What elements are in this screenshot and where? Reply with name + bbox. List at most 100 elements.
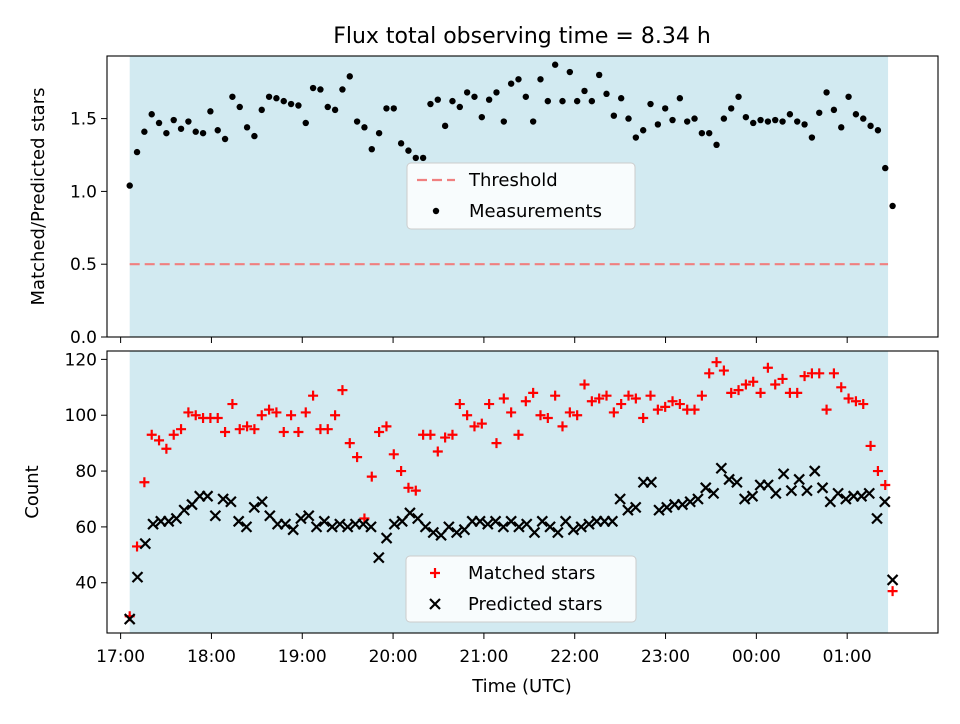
predicted-star-point	[357, 518, 370, 530]
matched-star-point	[293, 426, 304, 437]
matched-star-point	[652, 404, 663, 415]
matched-star-point	[711, 357, 722, 368]
measurement-point	[794, 118, 801, 125]
x-tick-label: 20:00	[369, 647, 418, 667]
x-tick-label: 23:00	[641, 647, 690, 667]
matched-star-point	[572, 410, 583, 421]
measurement-point	[405, 147, 412, 154]
measurement-point	[720, 115, 728, 122]
measurement-point	[346, 73, 353, 80]
measurement-point	[750, 119, 757, 127]
predicted-star-point	[528, 526, 541, 539]
measurement-point	[192, 128, 199, 135]
top-panel: 0.0 0.5 1.0 1.5 Matched/Predicted stars Thres…	[28, 55, 939, 348]
predicted-star-point	[777, 468, 790, 480]
predicted-star-point	[684, 495, 696, 508]
matched-star-point	[183, 407, 194, 418]
predicted-star-point	[217, 493, 229, 505]
legend-measurement-swatch	[432, 207, 440, 215]
measurement-point	[551, 61, 559, 68]
matched-star-point	[234, 424, 245, 435]
predicted-star-point	[879, 495, 891, 508]
x-tick-label: 19:00	[278, 647, 327, 667]
measurement-point	[419, 154, 427, 162]
measurement-point	[882, 164, 889, 172]
predicted-star-point	[482, 518, 494, 530]
y-tick-label: 60	[75, 518, 97, 538]
predicted-star-point	[770, 487, 782, 500]
matched-star-point	[212, 413, 223, 424]
measurement-point	[500, 118, 508, 125]
matched-star-point	[718, 365, 729, 376]
matched-star-point	[579, 379, 590, 390]
measurement-point	[214, 127, 221, 134]
predicted-star-point	[474, 515, 486, 528]
bottom-panel: 40 60 80 100 120 17:00 18:00 19:00 20:00 21:00 22:…	[22, 350, 939, 667]
legend: Threshold Measurements	[406, 162, 636, 230]
matched-star-point	[403, 482, 414, 493]
measurement-point	[786, 111, 794, 118]
predicted-star-point	[123, 613, 136, 625]
measurement-point	[544, 97, 552, 105]
measurement-point	[397, 140, 405, 147]
predicted-star-point	[785, 484, 798, 497]
matched-star-point	[513, 429, 524, 440]
measurement-point	[764, 118, 772, 125]
predicted-star-point	[497, 521, 510, 533]
predicted-star-point	[622, 504, 634, 516]
matched-star-point	[308, 390, 319, 401]
matched-star-point	[337, 385, 348, 396]
predicted-star-point	[871, 512, 883, 525]
y-tick-label: 100	[65, 406, 97, 426]
y-tick-label: 0.5	[70, 255, 97, 275]
predicted-star-point	[746, 490, 759, 502]
predicted-star-point	[699, 482, 712, 494]
matched-star-point	[271, 407, 282, 418]
measurement-point	[207, 108, 214, 115]
predicted-star-point	[380, 532, 393, 544]
legend-label: Predicted stars	[468, 594, 602, 615]
measurement-point	[845, 93, 852, 100]
measurement-point	[199, 129, 207, 137]
x-tick-label: 18:00	[187, 647, 236, 667]
measurement-point	[625, 115, 632, 122]
predicted-star-point	[334, 518, 346, 530]
predicted-star-point	[583, 518, 595, 530]
matched-star-point	[396, 466, 407, 477]
matched-star-point	[872, 466, 883, 477]
matched-star-point	[660, 401, 671, 412]
measurement-point	[170, 116, 177, 124]
measurement-point	[317, 86, 324, 93]
predicted-star-point	[295, 512, 307, 525]
measurement-point	[639, 127, 647, 134]
matched-star-point	[220, 426, 231, 437]
predicted-star-point	[443, 521, 455, 533]
predicted-star-point	[279, 518, 292, 530]
measurement-point	[353, 118, 361, 125]
measurement-point	[148, 111, 155, 118]
measurement-point	[309, 84, 317, 92]
measurement-point	[522, 93, 530, 100]
measurement-point	[141, 128, 148, 135]
matched-star-point	[799, 371, 810, 382]
matched-star-point	[476, 418, 487, 429]
measurement-point	[331, 106, 339, 114]
predicted-star-point	[661, 501, 673, 514]
predicted-star-point	[147, 518, 159, 530]
matched-star-point	[704, 368, 715, 379]
matched-star-point	[322, 424, 333, 435]
matched-star-point	[190, 410, 201, 421]
matched-star-point	[858, 399, 869, 410]
measurement-point	[361, 124, 368, 131]
measurement-point	[390, 105, 397, 112]
matched-star-point	[498, 393, 509, 404]
y-tick-label: 80	[75, 462, 97, 482]
measurement-point	[691, 115, 698, 122]
measurement-point	[698, 129, 706, 137]
measurement-point	[229, 93, 236, 100]
matched-star-point	[469, 421, 480, 432]
measurement-point	[243, 124, 251, 131]
predicted-star-point	[209, 509, 222, 522]
